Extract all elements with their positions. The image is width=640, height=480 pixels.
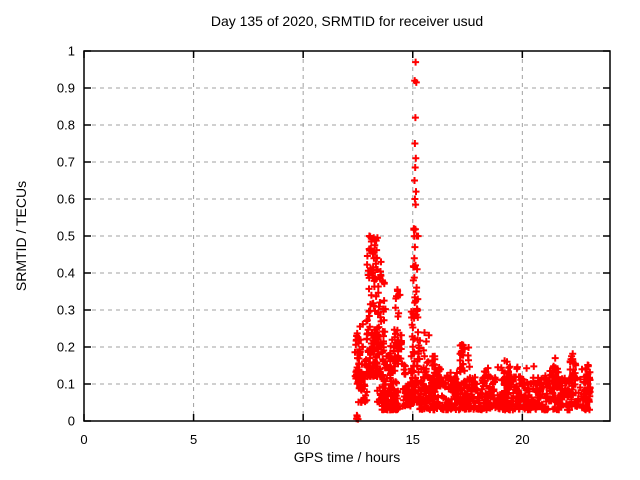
y-tick-label: 0.8 xyxy=(57,118,75,133)
y-tick-label: 0 xyxy=(68,414,75,429)
tick-labels: 0 5 10 15 20 0 0.1 0.2 0.3 0.4 0.5 0.6 0.7 0.8 0.9 1 xyxy=(57,44,530,448)
tick-marks xyxy=(83,50,610,422)
y-tick-label: 0.1 xyxy=(57,377,75,392)
x-axis-label: GPS time / hours xyxy=(293,449,401,465)
y-tick-label: 0.7 xyxy=(57,155,75,170)
x-tick-label: 10 xyxy=(296,432,310,447)
x-tick-label: 0 xyxy=(80,432,87,447)
x-tick-label: 5 xyxy=(190,432,197,447)
y-tick-label: 0.3 xyxy=(57,303,75,318)
data-points xyxy=(351,58,594,423)
x-tick-label: 20 xyxy=(515,432,529,447)
x-tick-label: 15 xyxy=(406,432,420,447)
y-tick-label: 0.9 xyxy=(57,81,75,96)
y-tick-label: 0.2 xyxy=(57,340,75,355)
y-tick-label: 0.4 xyxy=(57,266,75,281)
y-tick-label: 0.6 xyxy=(57,192,75,207)
y-tick-label: 1 xyxy=(68,44,75,59)
y-tick-label: 0.5 xyxy=(57,229,75,244)
chart-title: Day 135 of 2020, SRMTID for receiver usu… xyxy=(210,13,484,29)
